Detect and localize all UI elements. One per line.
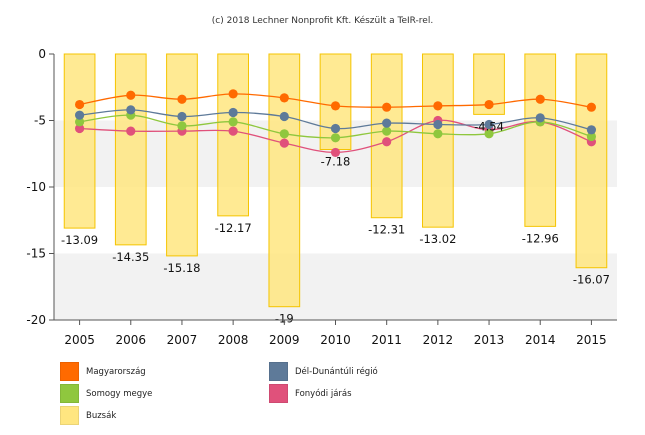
point-del-dunantuli-regio-2006 (126, 105, 136, 115)
grid-band-3 (54, 253, 617, 320)
y-tick-label-0: 0 (38, 47, 46, 61)
bar-buzsak-2014 (524, 53, 557, 227)
point-del-dunantuli-regio-2009 (279, 111, 289, 122)
point-del-dunantuli-regio-2008 (228, 107, 238, 118)
bar-label-2007: -15.18 (163, 261, 200, 275)
y-tick-label-3: -15 (26, 247, 46, 261)
point-magyarorszag-2010 (330, 101, 341, 111)
legend-swatch-magyarorszag (60, 362, 79, 381)
point-magyarorszag-2005 (74, 99, 85, 110)
x-tick-label-2011: 2011 (371, 333, 402, 347)
x-tick-label-2013: 2013 (474, 333, 505, 347)
axes: 0 -5 -10 -15 -20 2005 2006 2007 2008 2009 2010 2011… (26, 47, 617, 347)
y-tick-label-4: -20 (26, 313, 46, 327)
point-del-dunantuli-regio-2007 (177, 111, 187, 122)
legend-swatch-buzsak (60, 406, 79, 425)
legend-label-del-dunantuli-regio: Dél-Dunántúli régió (295, 366, 378, 377)
line-series (74, 89, 597, 158)
legend-label-magyarorszag: Magyarország (86, 366, 146, 377)
point-somogy-megye-2012 (433, 129, 443, 139)
legend-item-somogy-megye[interactable]: Somogy megye (60, 384, 152, 403)
point-magyarorszag-2007 (177, 94, 187, 104)
point-magyarorszag-2011 (382, 102, 392, 112)
point-somogy-megye-2008 (228, 117, 238, 127)
legend-label-somogy-megye: Somogy megye (86, 388, 153, 399)
point-magyarorszag-2013 (484, 99, 494, 110)
x-tick-label-2012: 2012 (423, 333, 454, 347)
bar-buzsak-2007 (166, 53, 198, 257)
point-fonyodi-jaras-2009 (279, 138, 289, 148)
bar-label-2010: -7.18 (321, 154, 351, 168)
point-magyarorszag-2012 (433, 101, 443, 111)
bar-label-2014: -12.96 (522, 231, 559, 245)
point-somogy-megye-2007 (177, 121, 187, 131)
point-somogy-megye-2011 (382, 126, 392, 136)
point-somogy-megye-2009 (279, 129, 289, 139)
point-del-dunantuli-regio-2014 (535, 113, 545, 123)
bar-label-2006: -14.35 (112, 250, 149, 264)
bar-label-2008: -12.17 (215, 221, 252, 235)
point-magyarorszag-2008 (228, 89, 238, 99)
point-somogy-megye-2010 (330, 133, 341, 143)
y-tick-label-1: -5 (34, 114, 46, 128)
bar-label-2009: -19 (275, 312, 294, 326)
bar-series-buzsak (63, 53, 608, 308)
y-tick-label-2: -10 (26, 180, 46, 194)
bar-label-2012: -13.02 (419, 232, 456, 246)
point-fonyodi-jaras-2008 (228, 126, 238, 136)
legend-swatch-fonyodi-jaras (269, 384, 288, 403)
x-tick-label-2008: 2008 (218, 333, 249, 347)
bar-label-2013: -4.54 (474, 119, 504, 133)
grid-bands (54, 120, 617, 320)
point-fonyodi-jaras-2005 (74, 123, 85, 134)
bar-data-labels: -13.09 -14.35 -15.18 -12.17 -19 -7.18 -12.31 -1… (61, 119, 610, 325)
point-del-dunantuli-regio-2005 (74, 110, 85, 120)
point-del-dunantuli-regio-2012 (433, 119, 443, 130)
bar-buzsak-2011 (370, 53, 403, 219)
legend-swatch-del-dunantuli-regio (269, 362, 288, 381)
bar-label-2015: -16.07 (573, 273, 610, 287)
point-somogy-megye-2013 (484, 129, 494, 139)
bar-buzsak-2009 (268, 53, 301, 308)
bar-buzsak-2015 (575, 53, 608, 269)
bar-label-2011: -12.31 (368, 223, 405, 237)
x-tick-label-2009: 2009 (269, 333, 300, 347)
point-fonyodi-jaras-2006 (126, 126, 136, 136)
point-somogy-megye-2005 (74, 117, 85, 127)
point-magyarorszag-2006 (126, 90, 136, 100)
legend-item-magyarorszag[interactable]: Magyarország (60, 362, 146, 381)
bar-label-2005: -13.09 (61, 233, 98, 247)
legend-label-fonyodi-jaras: Fonyódi járás (295, 388, 352, 399)
point-del-dunantuli-regio-2011 (382, 118, 392, 128)
x-tick-label-2015: 2015 (576, 333, 607, 347)
chart-legend: Magyarország Dél-Dunántúli régió Somogy … (60, 362, 560, 432)
point-magyarorszag-2014 (535, 94, 545, 104)
point-magyarorszag-2015 (586, 102, 597, 112)
bar-buzsak-2006 (114, 53, 147, 246)
point-somogy-megye-2015 (586, 131, 597, 142)
point-del-dunantuli-regio-2013 (484, 119, 494, 130)
bar-buzsak-2005 (63, 53, 96, 229)
bar-buzsak-2012 (422, 53, 454, 228)
legend-label-buzsak: Buzsák (86, 410, 117, 421)
x-tick-label-2006: 2006 (115, 333, 146, 347)
x-tick-label-2007: 2007 (167, 333, 198, 347)
point-fonyodi-jaras-2010 (330, 147, 341, 158)
x-tick-label-2010: 2010 (320, 333, 351, 347)
legend-item-buzsak[interactable]: Buzsák (60, 406, 116, 425)
point-del-dunantuli-regio-2010 (330, 123, 341, 134)
legend-item-fonyodi-jaras[interactable]: Fonyódi járás (269, 384, 352, 403)
chart-credit: (c) 2018 Lechner Nonprofit Kft. Készült … (211, 16, 434, 26)
x-tick-label-2005: 2005 (64, 333, 95, 347)
legend-swatch-somogy-megye (60, 384, 79, 403)
x-tick-label-2014: 2014 (525, 333, 556, 347)
point-fonyodi-jaras-2011 (382, 137, 392, 147)
point-del-dunantuli-regio-2015 (586, 125, 597, 135)
point-magyarorszag-2009 (279, 93, 289, 103)
legend-item-del-dunantuli-regio[interactable]: Dél-Dunántúli régió (269, 362, 378, 381)
